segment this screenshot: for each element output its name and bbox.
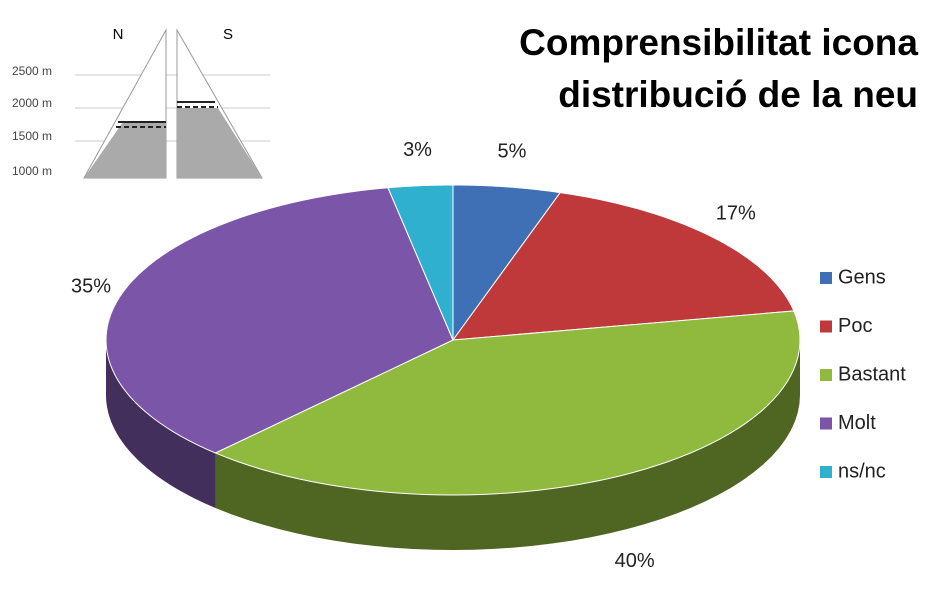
legend-swatch — [820, 369, 832, 381]
chart-title: Comprensibilitat icona — [519, 22, 918, 63]
south-snowless — [177, 108, 262, 178]
pie-slice — [387, 184, 454, 341]
aspect-label: N — [113, 26, 124, 43]
north-snowless — [84, 122, 166, 178]
pie-slice — [105, 187, 454, 454]
data-label: 17% — [716, 203, 756, 225]
chart-title: distribució de la neu — [558, 74, 918, 115]
legend-label: Bastant — [838, 363, 906, 385]
legend-label: Poc — [838, 315, 872, 337]
data-label: 35% — [71, 275, 111, 297]
pie-tops — [105, 184, 801, 496]
data-label: 3% — [403, 139, 432, 161]
altitude-label: 2500 m — [12, 64, 52, 78]
data-label: 40% — [615, 550, 655, 572]
legend-label: ns/nc — [838, 460, 886, 482]
legend-swatch — [820, 466, 832, 478]
pie-slice — [214, 310, 801, 496]
legend-label: Gens — [838, 266, 886, 288]
data-label: 5% — [498, 141, 527, 163]
pie-slice — [452, 184, 562, 342]
inset-icon: N S 2500 m 2000 m 1500 m 1000 m — [12, 26, 270, 179]
altitude-label: 2000 m — [12, 96, 52, 110]
altitude-label: 1000 m — [12, 164, 52, 178]
legend-swatch — [820, 417, 832, 430]
altitude-label: 1500 m — [12, 129, 52, 143]
pie-slice — [451, 192, 795, 341]
aspect-label: S — [223, 26, 233, 43]
legend-label: Molt — [838, 412, 876, 434]
legend-swatch — [820, 272, 832, 284]
pie-slice-side — [215, 340, 800, 550]
legend-swatch — [820, 320, 832, 333]
